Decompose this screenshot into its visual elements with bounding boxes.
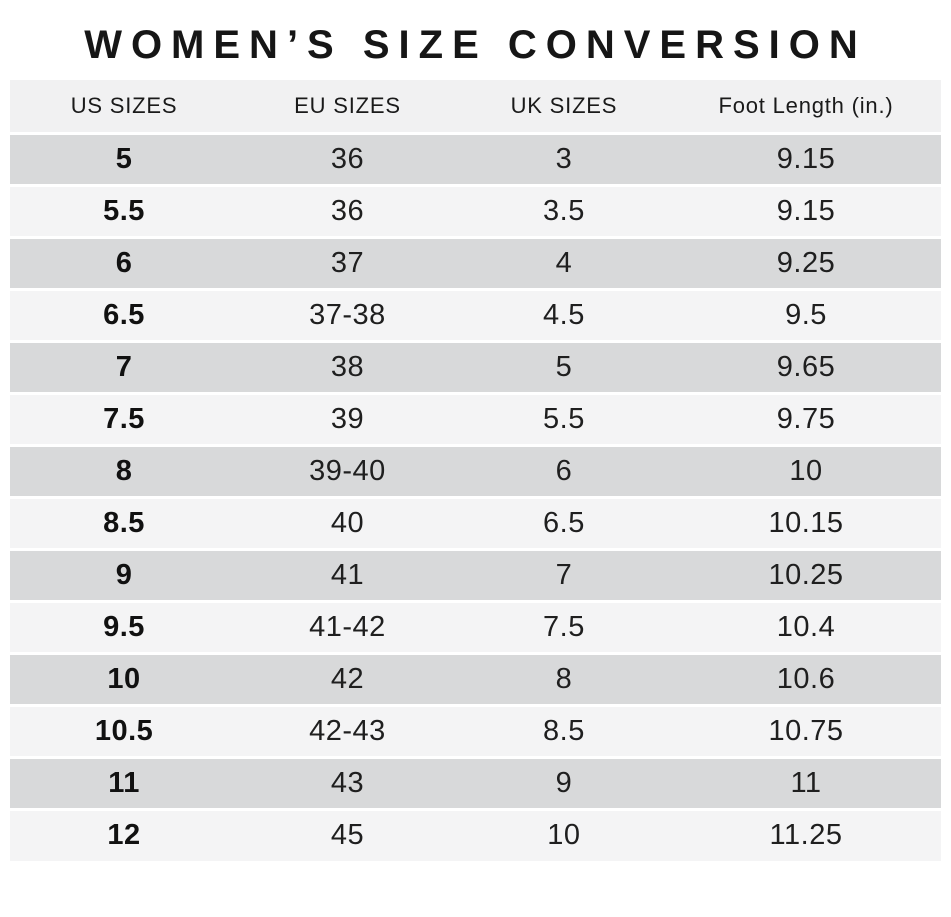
cell-foot-length: 9.25 [671, 237, 941, 289]
table-body: 5 36 3 9.15 5.5 36 3.5 9.15 6 37 4 9.25 6.5 37-38 4.5 9… [10, 133, 941, 861]
table-row: 7 38 5 9.65 [10, 341, 941, 393]
cell-foot-length: 11 [671, 757, 941, 809]
table-row: 6 37 4 9.25 [10, 237, 941, 289]
cell-us-size: 11 [10, 757, 239, 809]
cell-uk-size: 5.5 [456, 393, 671, 445]
table-row: 9.5 41-42 7.5 10.4 [10, 601, 941, 653]
column-header-eu-sizes: EU SIZES [238, 80, 457, 133]
table-row: 5.5 36 3.5 9.15 [10, 185, 941, 237]
cell-eu-size: 41-42 [238, 601, 457, 653]
cell-foot-length: 10 [671, 445, 941, 497]
cell-us-size: 10 [10, 653, 239, 705]
cell-us-size: 5.5 [10, 185, 239, 237]
cell-uk-size: 10 [456, 809, 671, 861]
cell-us-size: 8 [10, 445, 239, 497]
column-header-uk-sizes: UK SIZES [456, 80, 671, 133]
size-conversion-table: US SIZES EU SIZES UK SIZES Foot Length (… [10, 80, 941, 861]
cell-eu-size: 45 [238, 809, 457, 861]
cell-uk-size: 9 [456, 757, 671, 809]
cell-foot-length: 9.15 [671, 133, 941, 185]
cell-foot-length: 10.6 [671, 653, 941, 705]
table-row: 10 42 8 10.6 [10, 653, 941, 705]
cell-uk-size: 8 [456, 653, 671, 705]
cell-us-size: 12 [10, 809, 239, 861]
cell-us-size: 7 [10, 341, 239, 393]
cell-us-size: 9 [10, 549, 239, 601]
page-title: WOMEN’S SIZE CONVERSION [84, 23, 867, 67]
table-row: 8 39-40 6 10 [10, 445, 941, 497]
table-row: 11 43 9 11 [10, 757, 941, 809]
cell-us-size: 8.5 [10, 497, 239, 549]
column-header-us-sizes: US SIZES [10, 80, 239, 133]
column-header-foot-length: Foot Length (in.) [671, 80, 941, 133]
cell-uk-size: 7 [456, 549, 671, 601]
cell-foot-length: 9.15 [671, 185, 941, 237]
cell-eu-size: 42-43 [238, 705, 457, 757]
table-row: 5 36 3 9.15 [10, 133, 941, 185]
cell-uk-size: 3 [456, 133, 671, 185]
cell-foot-length: 10.75 [671, 705, 941, 757]
cell-foot-length: 11.25 [671, 809, 941, 861]
cell-eu-size: 37-38 [238, 289, 457, 341]
cell-uk-size: 8.5 [456, 705, 671, 757]
cell-uk-size: 5 [456, 341, 671, 393]
cell-eu-size: 41 [238, 549, 457, 601]
table-row: 9 41 7 10.25 [10, 549, 941, 601]
cell-us-size: 5 [10, 133, 239, 185]
cell-uk-size: 4.5 [456, 289, 671, 341]
table-row: 7.5 39 5.5 9.75 [10, 393, 941, 445]
cell-uk-size: 3.5 [456, 185, 671, 237]
cell-us-size: 6.5 [10, 289, 239, 341]
table-row: 10.5 42-43 8.5 10.75 [10, 705, 941, 757]
table-row: 8.5 40 6.5 10.15 [10, 497, 941, 549]
cell-foot-length: 10.25 [671, 549, 941, 601]
table-row: 6.5 37-38 4.5 9.5 [10, 289, 941, 341]
cell-eu-size: 36 [238, 185, 457, 237]
cell-eu-size: 43 [238, 757, 457, 809]
cell-eu-size: 37 [238, 237, 457, 289]
cell-eu-size: 36 [238, 133, 457, 185]
cell-foot-length: 10.15 [671, 497, 941, 549]
cell-eu-size: 42 [238, 653, 457, 705]
cell-eu-size: 40 [238, 497, 457, 549]
cell-uk-size: 6 [456, 445, 671, 497]
cell-eu-size: 39-40 [238, 445, 457, 497]
table-row: 12 45 10 11.25 [10, 809, 941, 861]
cell-us-size: 7.5 [10, 393, 239, 445]
table-header-row: US SIZES EU SIZES UK SIZES Foot Length (… [10, 80, 941, 133]
cell-uk-size: 4 [456, 237, 671, 289]
cell-foot-length: 9.75 [671, 393, 941, 445]
cell-foot-length: 9.5 [671, 289, 941, 341]
cell-eu-size: 39 [238, 393, 457, 445]
cell-uk-size: 7.5 [456, 601, 671, 653]
cell-us-size: 10.5 [10, 705, 239, 757]
cell-uk-size: 6.5 [456, 497, 671, 549]
cell-us-size: 6 [10, 237, 239, 289]
cell-foot-length: 9.65 [671, 341, 941, 393]
cell-foot-length: 10.4 [671, 601, 941, 653]
cell-eu-size: 38 [238, 341, 457, 393]
cell-us-size: 9.5 [10, 601, 239, 653]
